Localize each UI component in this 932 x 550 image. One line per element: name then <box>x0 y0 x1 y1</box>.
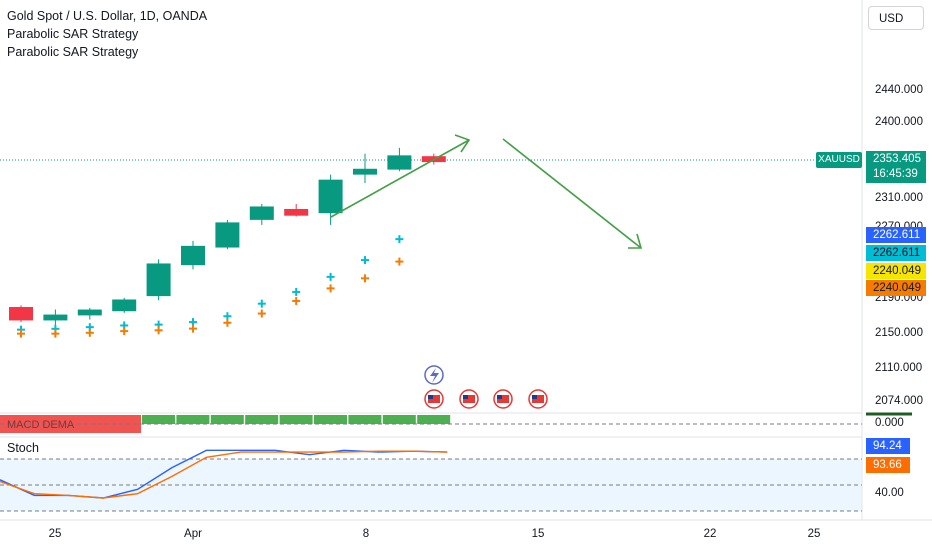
macd-bar <box>314 415 347 424</box>
candle-body <box>215 222 240 248</box>
macd-bar <box>210 415 244 424</box>
stoch-d-badge: 93.66 <box>866 457 910 473</box>
sar-upper-point <box>257 299 266 308</box>
indicator-label-1[interactable]: Parabolic SAR Strategy <box>7 27 139 41</box>
candle-body <box>318 179 343 214</box>
lightning-event-icon[interactable] <box>424 365 444 385</box>
sar-upper-point <box>361 256 369 265</box>
macd-bars-positive <box>142 415 451 424</box>
candle-body <box>181 245 205 266</box>
macd-bar <box>176 415 210 424</box>
us-flag-event-icon[interactable] <box>493 389 513 409</box>
macd-bar <box>279 415 313 424</box>
sar-lower-point <box>120 327 129 336</box>
sar-lower-badge: 2240.049 <box>866 263 926 279</box>
sar-lower-point <box>189 324 197 333</box>
sar-lower-point <box>154 326 163 335</box>
candle-body <box>249 206 274 220</box>
last-price-badge: 2353.405 16:45:39 <box>866 151 926 183</box>
sar-upper-badge-2: 2262.611 <box>866 245 926 261</box>
macd-bar <box>245 415 279 424</box>
sar-lower-point <box>17 329 25 338</box>
candle-body <box>112 299 137 312</box>
symbol-tag: XAUUSD <box>816 152 862 168</box>
stoch-d-line <box>0 450 448 499</box>
sar-lower-point <box>51 329 60 338</box>
candles-group <box>9 147 446 328</box>
sar-lower-point <box>395 257 404 266</box>
candle-body <box>387 155 412 170</box>
price-tick: 2074.000 <box>875 395 923 407</box>
sar-upper-point <box>292 287 301 296</box>
stoch-tick: 40.00 <box>875 487 904 499</box>
chart-header: Gold Spot / U.S. Dollar, 1D, OANDA Parab… <box>7 7 207 61</box>
price-tick: 2110.000 <box>875 362 923 374</box>
indicator-label-2[interactable]: Parabolic SAR Strategy <box>7 45 139 59</box>
sar-lower-point <box>223 318 232 327</box>
time-label: 22 <box>703 528 717 540</box>
sar-lower-point <box>85 328 94 337</box>
candle-body <box>43 314 68 321</box>
sar-lower-point <box>326 284 335 293</box>
candle-body <box>353 168 377 175</box>
candle-body <box>284 208 309 216</box>
sar-lower-point <box>257 309 266 318</box>
candle-body <box>77 309 102 316</box>
sar-lower-point <box>292 296 301 305</box>
price-tick: 2310.000 <box>875 192 923 204</box>
time-label: 25 <box>48 528 62 540</box>
us-flag-event-icon[interactable] <box>424 389 444 409</box>
trend-arrow-down <box>502 138 643 249</box>
price-tick: 2400.000 <box>875 116 923 128</box>
macd-bar <box>348 415 382 424</box>
sar-upper-point <box>395 235 404 244</box>
sar-upper-badge: 2262.611 <box>866 227 926 243</box>
trend-arrow-up <box>330 134 471 218</box>
time-label: Apr <box>184 528 202 540</box>
us-flag-event-icon[interactable] <box>459 389 479 409</box>
stoch-k-badge: 94.24 <box>866 438 910 454</box>
time-label: 15 <box>531 528 545 540</box>
candle-body <box>9 307 33 321</box>
price-tick: 2440.000 <box>875 84 923 96</box>
sar-lower-point <box>361 274 369 283</box>
macd-bar <box>382 415 416 424</box>
candle-body <box>146 263 171 297</box>
time-label: 8 <box>362 528 370 540</box>
macd-bar <box>417 415 451 424</box>
us-flag-event-icon[interactable] <box>528 389 548 409</box>
sar-group <box>17 235 404 338</box>
sar-lower-badge-2: 2240.049 <box>866 280 926 296</box>
symbol-title[interactable]: Gold Spot / U.S. Dollar, 1D, OANDA <box>7 9 208 23</box>
macd-panel-label[interactable]: MACD DEMA <box>7 419 75 431</box>
sar-upper-point <box>326 272 335 281</box>
countdown-value: 16:45:39 <box>873 168 918 180</box>
last-price-value: 2353.405 <box>873 153 921 165</box>
time-label: 25 <box>807 528 821 540</box>
price-tick: 0.000 <box>875 417 904 429</box>
stoch-panel-label[interactable]: Stoch <box>7 441 39 455</box>
currency-button[interactable]: USD <box>868 6 924 30</box>
macd-bar <box>142 415 175 424</box>
price-tick: 2150.000 <box>875 327 923 339</box>
